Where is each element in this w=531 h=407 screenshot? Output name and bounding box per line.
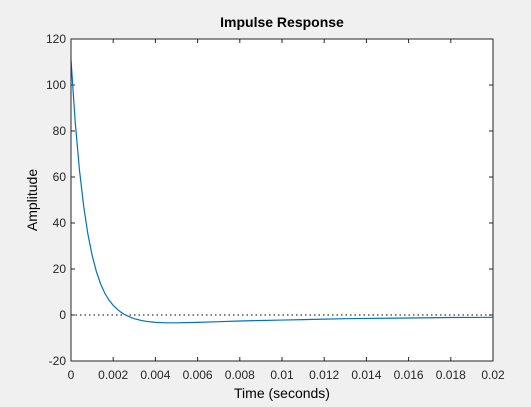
y-tick-label: -20 <box>49 354 67 368</box>
x-tick-label: 0.014 <box>351 368 381 382</box>
y-tick-label: 40 <box>53 216 67 230</box>
x-tick-label: 0.02 <box>481 368 505 382</box>
x-tick-label: 0.004 <box>140 368 170 382</box>
x-axis-label: Time (seconds) <box>234 385 330 401</box>
y-axis-label: Amplitude <box>24 169 40 231</box>
series-layer <box>70 59 494 324</box>
y-tick-label: 100 <box>46 78 66 92</box>
chart-title: Impulse Response <box>220 14 344 30</box>
y-tick-label: 120 <box>46 32 66 46</box>
y-tick-label: 80 <box>53 124 67 138</box>
plot-area <box>71 39 493 361</box>
x-tick-label: 0 <box>68 368 75 382</box>
x-tick-label: 0.006 <box>183 368 213 382</box>
x-tick-label: 0.002 <box>98 368 128 382</box>
impulse-response-line <box>70 59 494 324</box>
x-axis-ticks: 0 0.002 0.004 0.006 0.008 0.01 0.012 0.014 0.016… <box>68 39 505 382</box>
x-tick-label: 0.008 <box>225 368 255 382</box>
x-tick-label: 0.018 <box>436 368 466 382</box>
x-tick-label: 0.01 <box>270 368 294 382</box>
y-tick-label: 60 <box>53 170 67 184</box>
x-tick-label: 0.016 <box>394 368 424 382</box>
y-tick-label: 20 <box>53 262 67 276</box>
y-axis-ticks: -20 0 20 40 60 80 100 120 <box>46 32 493 368</box>
x-tick-label: 0.012 <box>309 368 339 382</box>
y-tick-label: 0 <box>59 308 66 322</box>
plot-frame <box>70 38 494 362</box>
